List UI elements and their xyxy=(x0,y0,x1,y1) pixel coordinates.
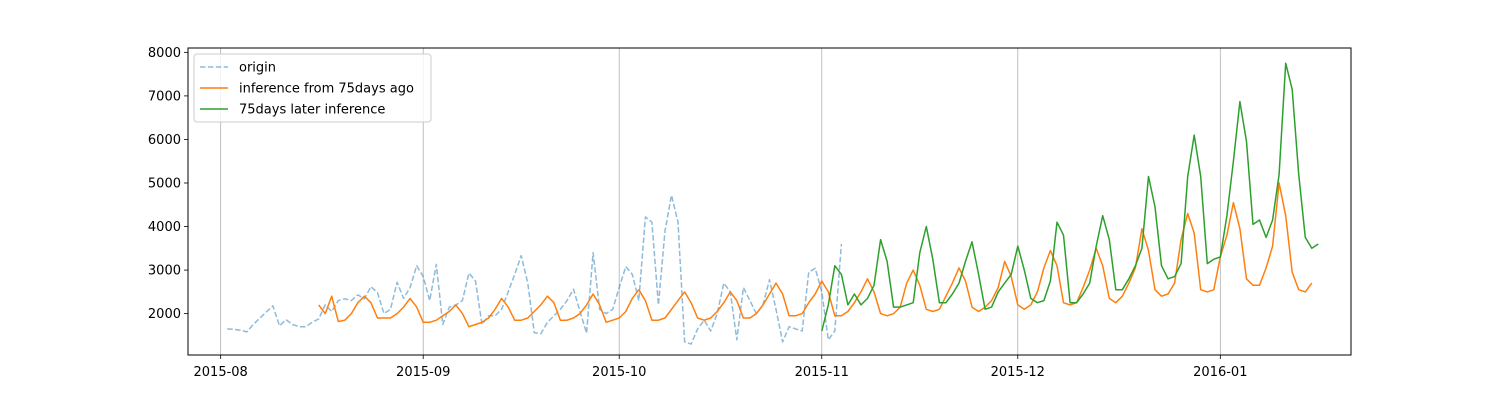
y-tick-label: 2000 xyxy=(148,307,181,322)
x-tick-label: 2015-08 xyxy=(194,365,248,380)
axes-frame xyxy=(187,47,1352,356)
series-line-0 xyxy=(227,194,843,345)
legend: origin inference from 75days ago 75days la… xyxy=(193,53,432,123)
y-tick-label: 5000 xyxy=(148,176,181,191)
y-tick-label: 6000 xyxy=(148,133,181,148)
legend-label: inference from 75days ago xyxy=(239,82,414,97)
y-tick-label: 7000 xyxy=(148,89,181,104)
y-tick-label: 8000 xyxy=(148,46,181,61)
y-tick-label: 4000 xyxy=(148,220,181,235)
series-line-1 xyxy=(318,182,1313,328)
y-tick-label: 3000 xyxy=(148,264,181,279)
legend-label: 75days later inference xyxy=(239,103,385,118)
plot-area xyxy=(227,62,1319,345)
x-tick-label: 2015-09 xyxy=(396,365,450,380)
series-line-2 xyxy=(821,62,1319,332)
x-axis: 2015-08 2015-09 2015-10 2015-11 2015-12 2016-… xyxy=(194,355,1247,380)
x-tick-label: 2015-10 xyxy=(592,365,646,380)
y-axis: 2000 3000 4000 5000 6000 7000 8000 xyxy=(148,46,188,322)
x-tick-label: 2015-11 xyxy=(795,365,849,380)
x-tick-label: 2015-12 xyxy=(991,365,1045,380)
x-tick-label: 2016-01 xyxy=(1193,365,1247,380)
legend-label: origin xyxy=(239,61,276,76)
legend-box xyxy=(193,53,432,123)
